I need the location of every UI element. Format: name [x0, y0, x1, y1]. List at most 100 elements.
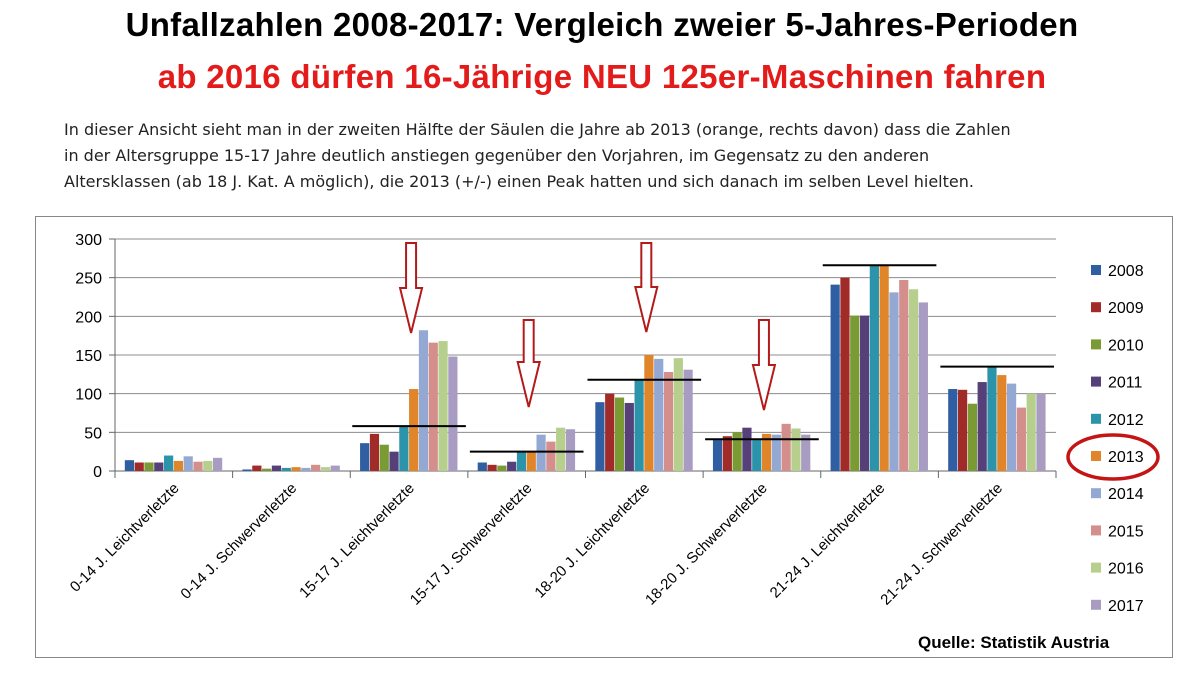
- bar-2015: [193, 461, 203, 471]
- legend-swatch-2013: [1091, 451, 1101, 461]
- bar-2009: [840, 277, 850, 471]
- legend-label-2008: 2008: [1108, 263, 1144, 280]
- x-category-label: 0-14 J. Leichtverletzte: [67, 480, 183, 596]
- y-tick-label: 0: [93, 464, 102, 481]
- bar-2010: [379, 444, 389, 471]
- bar-2014: [771, 434, 781, 471]
- bar-2017: [213, 457, 223, 471]
- x-category-label: 21-24 J. Leichtverletzte: [767, 480, 889, 602]
- bar-series: [124, 264, 1046, 471]
- legend-label-2016: 2016: [1108, 561, 1144, 578]
- bar-2014: [654, 358, 664, 471]
- bar-2012: [281, 467, 291, 471]
- bar-2008: [948, 389, 958, 471]
- bar-2015: [899, 279, 909, 471]
- bar-2008: [477, 462, 487, 471]
- bar-2015: [781, 423, 791, 471]
- bar-2014: [418, 330, 429, 471]
- bar-2012: [987, 367, 997, 471]
- bar-2009: [252, 465, 262, 471]
- bar-2013: [997, 375, 1007, 471]
- bar-2016: [556, 427, 566, 471]
- bar-2011: [859, 315, 870, 471]
- bar-2016: [791, 428, 801, 471]
- legend-label-2014: 2014: [1108, 486, 1144, 503]
- legend-swatch-2011: [1091, 376, 1101, 387]
- legend-swatch-2008: [1091, 265, 1101, 275]
- x-category-label: 15-17 J. Leichtverletzte: [296, 480, 418, 602]
- legend-swatch-2012: [1091, 413, 1101, 424]
- legend-swatch-2016: [1091, 562, 1101, 573]
- down-arrow-icon: [516, 319, 541, 408]
- bar-2011: [154, 462, 164, 471]
- bar-2011: [977, 382, 987, 471]
- legend-label-2009: 2009: [1108, 300, 1144, 317]
- bar-2012: [869, 265, 879, 471]
- bar-2017: [330, 465, 340, 471]
- bar-2011: [742, 427, 752, 471]
- legend-label-2015: 2015: [1108, 523, 1144, 540]
- bar-2016: [673, 358, 683, 471]
- legend-swatch-2010: [1091, 339, 1101, 350]
- bar-2008: [595, 402, 605, 471]
- bar-2009: [957, 389, 968, 471]
- y-tick-label: 150: [75, 348, 102, 365]
- x-category-label: 21-24 J. Schwerverletzte: [877, 480, 1006, 609]
- bar-2008: [124, 460, 135, 471]
- bar-2012: [164, 455, 174, 471]
- annotation-arrows: [398, 242, 777, 411]
- bar-2009: [722, 436, 732, 471]
- bar-2009: [134, 462, 144, 471]
- legend-label-2012: 2012: [1108, 412, 1144, 429]
- bar-2014: [1006, 383, 1017, 471]
- bar-2008: [360, 443, 370, 471]
- y-tick-label: 200: [75, 309, 102, 326]
- down-arrow-icon: [634, 242, 659, 333]
- bar-2009: [369, 433, 380, 471]
- bar-2008: [712, 440, 723, 471]
- bar-2016: [320, 467, 331, 471]
- down-arrow-icon: [398, 242, 424, 334]
- bar-2013: [291, 467, 301, 471]
- y-tick-label: 300: [75, 232, 102, 249]
- legend: 2008 2009 2010 2011 2012 2013 2014 2015 2016 2017: [1066, 263, 1160, 615]
- bar-2017: [1036, 393, 1046, 471]
- bar-2008: [830, 284, 840, 471]
- bar-2015: [546, 441, 556, 471]
- bar-2010: [967, 403, 977, 471]
- bar-2011: [271, 465, 282, 471]
- legend-label-2010: 2010: [1108, 337, 1144, 354]
- bar-2014: [889, 292, 899, 471]
- bar-2009: [605, 393, 615, 471]
- bar-2010: [850, 315, 860, 471]
- bar-2010: [144, 462, 154, 471]
- x-category-label: 0-14 J. Schwerverletzte: [177, 480, 300, 603]
- bar-2013: [644, 355, 654, 471]
- legend-swatch-2009: [1091, 302, 1101, 313]
- y-tick-label: 50: [84, 425, 102, 442]
- y-tick-label: 250: [75, 271, 102, 288]
- y-tick-label: 100: [75, 387, 102, 404]
- down-arrow-icon: [751, 319, 777, 411]
- bar-2010: [262, 468, 272, 471]
- legend-swatch-2014: [1091, 488, 1101, 499]
- x-category-label: 18-20 J. Schwerverletzte: [642, 480, 771, 609]
- bar-2015: [428, 342, 438, 471]
- bar-2012: [399, 426, 409, 471]
- bar-2017: [683, 369, 693, 471]
- bar-2017: [565, 429, 576, 471]
- bar-2017: [918, 302, 928, 471]
- description-line-1: In dieser Ansicht sieht man in der zweit…: [64, 120, 1011, 139]
- bar-2011: [507, 461, 517, 471]
- legend-label-2011: 2011: [1108, 375, 1143, 392]
- bar-2015: [663, 372, 674, 471]
- bar-2013: [409, 389, 419, 471]
- bar-2015: [1016, 407, 1026, 471]
- x-category-label: 15-17 J. Schwerverletzte: [407, 480, 536, 609]
- chart-title: Unfallzahlen 2008-2017: Vergleich zweier…: [125, 6, 1079, 43]
- chart-frame: [35, 216, 1173, 658]
- bar-2017: [801, 434, 811, 471]
- bar-2015: [311, 464, 321, 471]
- description-line-3: Altersklassen (ab 18 J. Kat. A möglich),…: [64, 172, 974, 191]
